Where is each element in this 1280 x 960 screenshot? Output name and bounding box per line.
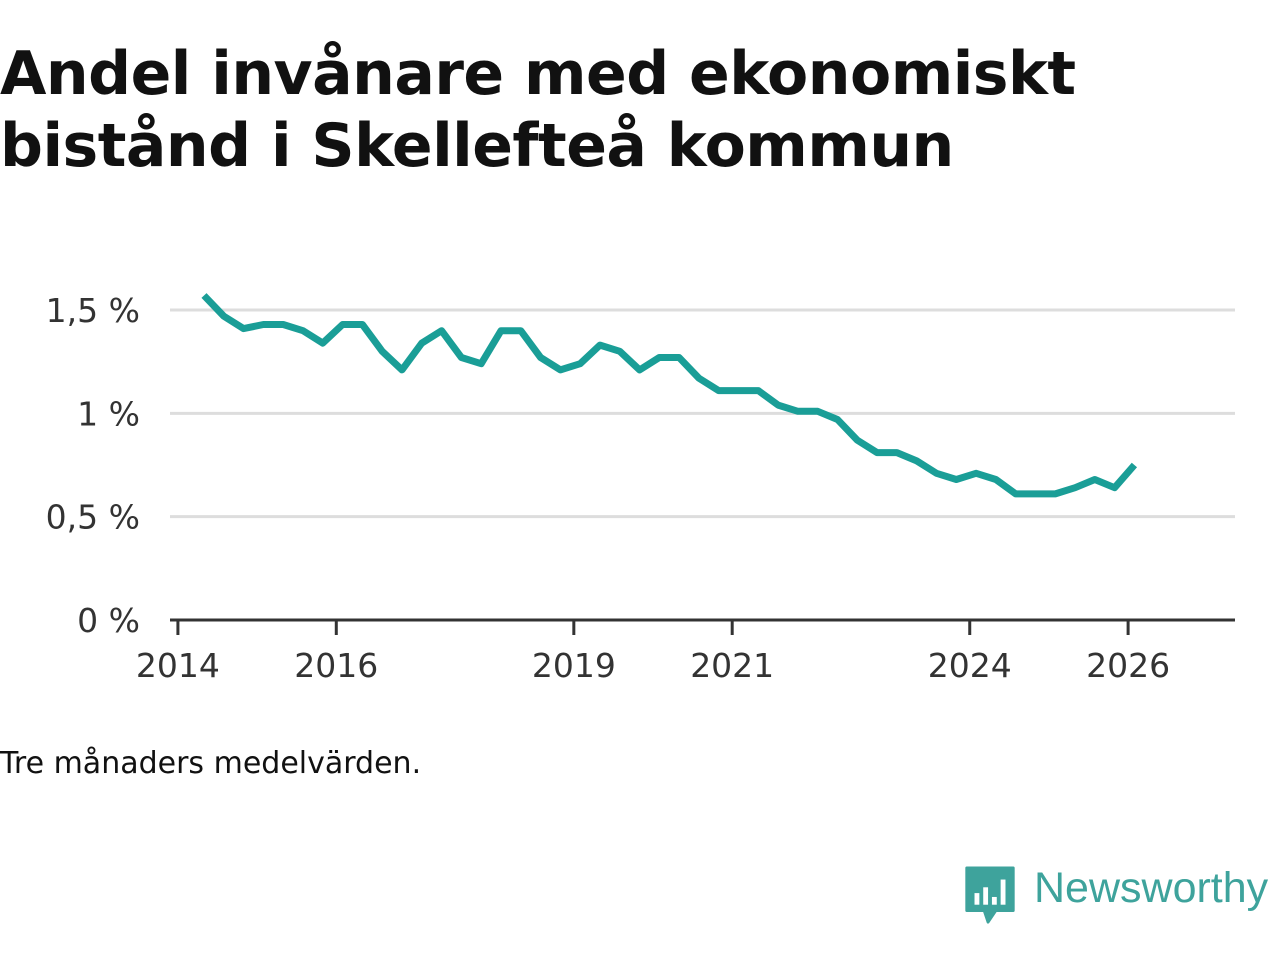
footnote: Tre månaders medelvärden. [0,746,422,781]
gridlines [170,308,1235,519]
y-axis-labels: 0 % 0,5 % 1 % 1,5 % [46,291,140,640]
x-tick-label: 2019 [532,646,616,685]
y-tick-label: 0 % [77,601,140,640]
newsworthy-logo-icon [965,866,1015,924]
brand-name: Newsworthy [1034,864,1269,912]
series-line [201,293,1138,498]
y-tick-label: 1 % [77,394,140,433]
x-tick-label: 2021 [690,646,774,685]
x-tick-label: 2026 [1086,646,1170,685]
y-tick-label: 0,5 % [46,498,140,537]
x-tick-label: 2024 [928,646,1012,685]
line-chart: 0 % 0,5 % 1 % 1,5 % 2014 2016 2019 2021 2024 202… [46,291,1235,685]
x-axis-ticks: 2014 2016 2019 2021 2024 2026 [136,620,1170,685]
series-line-group [201,293,1138,498]
x-tick-label: 2014 [136,646,220,685]
y-tick-label: 1,5 % [46,291,140,330]
x-tick-label: 2016 [294,646,378,685]
chart-title: Andel invånare med ekonomiskt bistånd i … [0,39,1076,181]
